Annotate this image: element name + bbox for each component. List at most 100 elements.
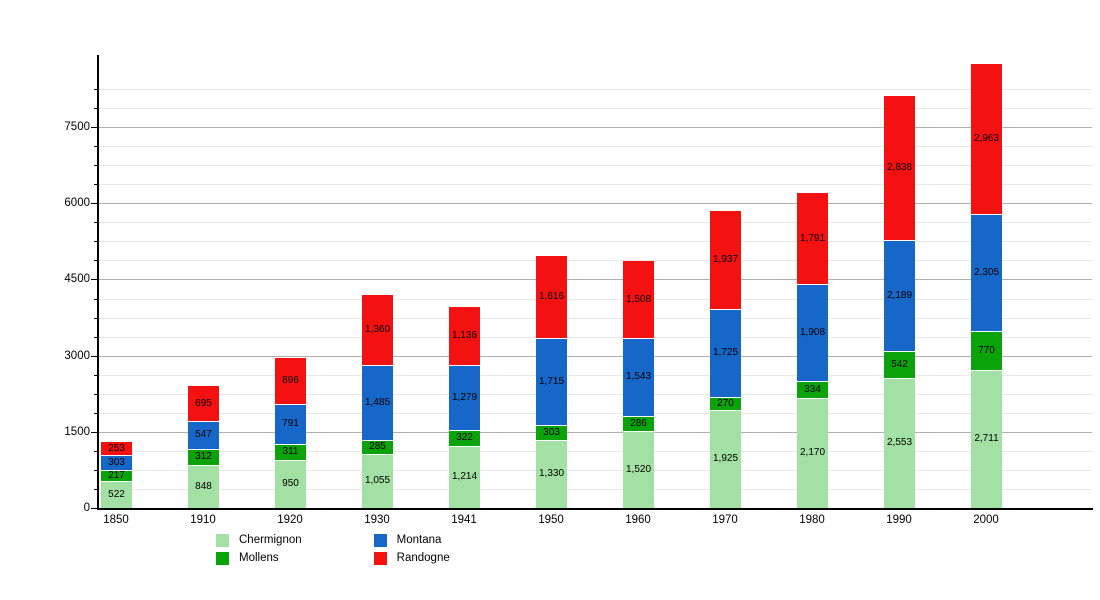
- gridline-minor: [99, 108, 1092, 109]
- bar-value-label: 1,616: [538, 291, 565, 302]
- x-axis-label: 1920: [277, 514, 303, 526]
- gridline-minor: [99, 146, 1092, 147]
- y-axis-tick: [91, 356, 97, 357]
- bar: 2,711 770 2,305 2,963: [971, 64, 1002, 508]
- y-axis-label: 1500: [64, 426, 90, 438]
- bar-segment-montana: 1,725: [710, 309, 741, 397]
- y-axis-tick: [94, 337, 97, 338]
- y-axis-tick: [94, 489, 97, 490]
- bar-value-label: 547: [195, 429, 212, 440]
- bar-value-label: 1,925: [712, 453, 739, 464]
- y-axis-label: 7500: [64, 121, 90, 133]
- bar-value-label: 2,305: [973, 266, 1000, 278]
- gridline-major: [99, 279, 1092, 280]
- bar: 522 217 303 253: [101, 442, 132, 508]
- legend-swatch-chermignon: [216, 533, 229, 547]
- bar-segment-chermignon: 1,520: [623, 431, 654, 508]
- gridline-minor: [99, 394, 1092, 395]
- bar-segment-montana: 547: [188, 421, 219, 449]
- y-axis-label: 3000: [64, 350, 90, 362]
- y-axis-tick: [94, 451, 97, 452]
- gridline-minor: [99, 241, 1092, 242]
- x-axis-label: 1990: [886, 514, 912, 526]
- y-axis-tick: [94, 375, 97, 376]
- y-axis-tick: [94, 222, 97, 223]
- y-axis-tick: [94, 108, 97, 109]
- y-axis-tick: [94, 470, 97, 471]
- bar-value-label: 1,543: [625, 371, 652, 382]
- bar-segment-randogne: 253: [101, 442, 132, 455]
- bar-value-label: 791: [282, 418, 299, 429]
- bar-segment-chermignon: 848: [188, 465, 219, 508]
- bar-value-label: 522: [108, 488, 125, 500]
- gridline-major: [99, 203, 1092, 204]
- bar-value-label: 848: [195, 480, 212, 492]
- bar-value-label: 1,791: [799, 232, 826, 244]
- bar-value-label: 2,189: [886, 289, 913, 301]
- bar-segment-chermignon: 1,214: [449, 446, 480, 508]
- gridline-major: [99, 432, 1092, 433]
- y-axis-tick: [94, 241, 97, 242]
- bar-value-label: 270: [717, 397, 734, 409]
- x-axis-label: 1960: [625, 514, 651, 526]
- bar: 950 311 791 896: [275, 358, 306, 508]
- gridline-minor: [99, 413, 1092, 414]
- bar-segment-montana: 303: [101, 455, 132, 470]
- legend-item: Chermignon: [216, 531, 302, 549]
- bar: 1,214 322 1,279 1,136: [449, 307, 480, 508]
- bar-segment-chermignon: 2,711: [971, 370, 1002, 508]
- bar-value-label: 217: [108, 469, 125, 481]
- y-axis-tick: [94, 184, 97, 185]
- y-axis-tick: [94, 299, 97, 300]
- y-axis-label: 6000: [64, 197, 90, 209]
- bar-segment-chermignon: 1,055: [362, 454, 393, 508]
- bar-value-label: 303: [108, 456, 125, 468]
- bar: 1,330 303 1,715 1,616: [536, 256, 567, 508]
- y-axis-tick: [91, 127, 97, 128]
- gridline-minor: [99, 299, 1092, 300]
- bar-value-label: 285: [369, 441, 386, 452]
- bar-value-label: 1,136: [451, 330, 478, 341]
- bar: 2,553 542 2,189 2,838: [884, 96, 915, 508]
- bar-segment-chermignon: 2,553: [884, 378, 915, 508]
- gridline-minor: [99, 489, 1092, 490]
- gridline-minor: [99, 337, 1092, 338]
- bar-value-label: 2,711: [974, 433, 999, 444]
- bar-segment-randogne: 1,791: [797, 193, 828, 284]
- y-axis-tick: [94, 318, 97, 319]
- bar-segment-mollens: 286: [623, 416, 654, 431]
- bar-value-label: 2,838: [886, 162, 913, 173]
- bar-segment-chermignon: 522: [101, 481, 132, 508]
- bar-segment-montana: 791: [275, 404, 306, 444]
- chart-legend: Chermignon Mollens Montana Randogne: [216, 531, 450, 567]
- bar-segment-mollens: 334: [797, 381, 828, 398]
- bar-segment-mollens: 285: [362, 440, 393, 454]
- bar-value-label: 542: [891, 358, 908, 370]
- legend-label: Chermignon: [239, 534, 302, 546]
- y-axis-tick: [91, 279, 97, 280]
- y-axis-tick: [94, 260, 97, 261]
- bar-segment-randogne: 1,937: [710, 211, 741, 309]
- bar-segment-mollens: 770: [971, 331, 1002, 370]
- y-axis-tick: [94, 413, 97, 414]
- gridline-minor: [99, 184, 1092, 185]
- bar: 1,520 286 1,543 1,508: [623, 261, 654, 508]
- x-axis-label: 1941: [451, 514, 477, 526]
- legend-label: Randogne: [396, 552, 450, 564]
- bar-value-label: 770: [978, 344, 995, 356]
- bar-segment-randogne: 1,616: [536, 256, 567, 338]
- bar-value-label: 1,725: [712, 347, 739, 358]
- bar-segment-montana: 2,189: [884, 240, 915, 351]
- y-axis-tick: [91, 203, 97, 204]
- gridline-minor: [99, 222, 1092, 223]
- bar-segment-montana: 1,543: [623, 338, 654, 416]
- bar-segment-chermignon: 2,170: [797, 398, 828, 508]
- bar-segment-mollens: 322: [449, 430, 480, 446]
- gridline-minor: [99, 165, 1092, 166]
- bar-value-label: 1,520: [625, 463, 652, 475]
- bar-segment-chermignon: 950: [275, 460, 306, 508]
- legend-swatch-mollens: [216, 551, 229, 565]
- bar-value-label: 1,360: [364, 324, 391, 335]
- x-axis-label: 1950: [538, 514, 564, 526]
